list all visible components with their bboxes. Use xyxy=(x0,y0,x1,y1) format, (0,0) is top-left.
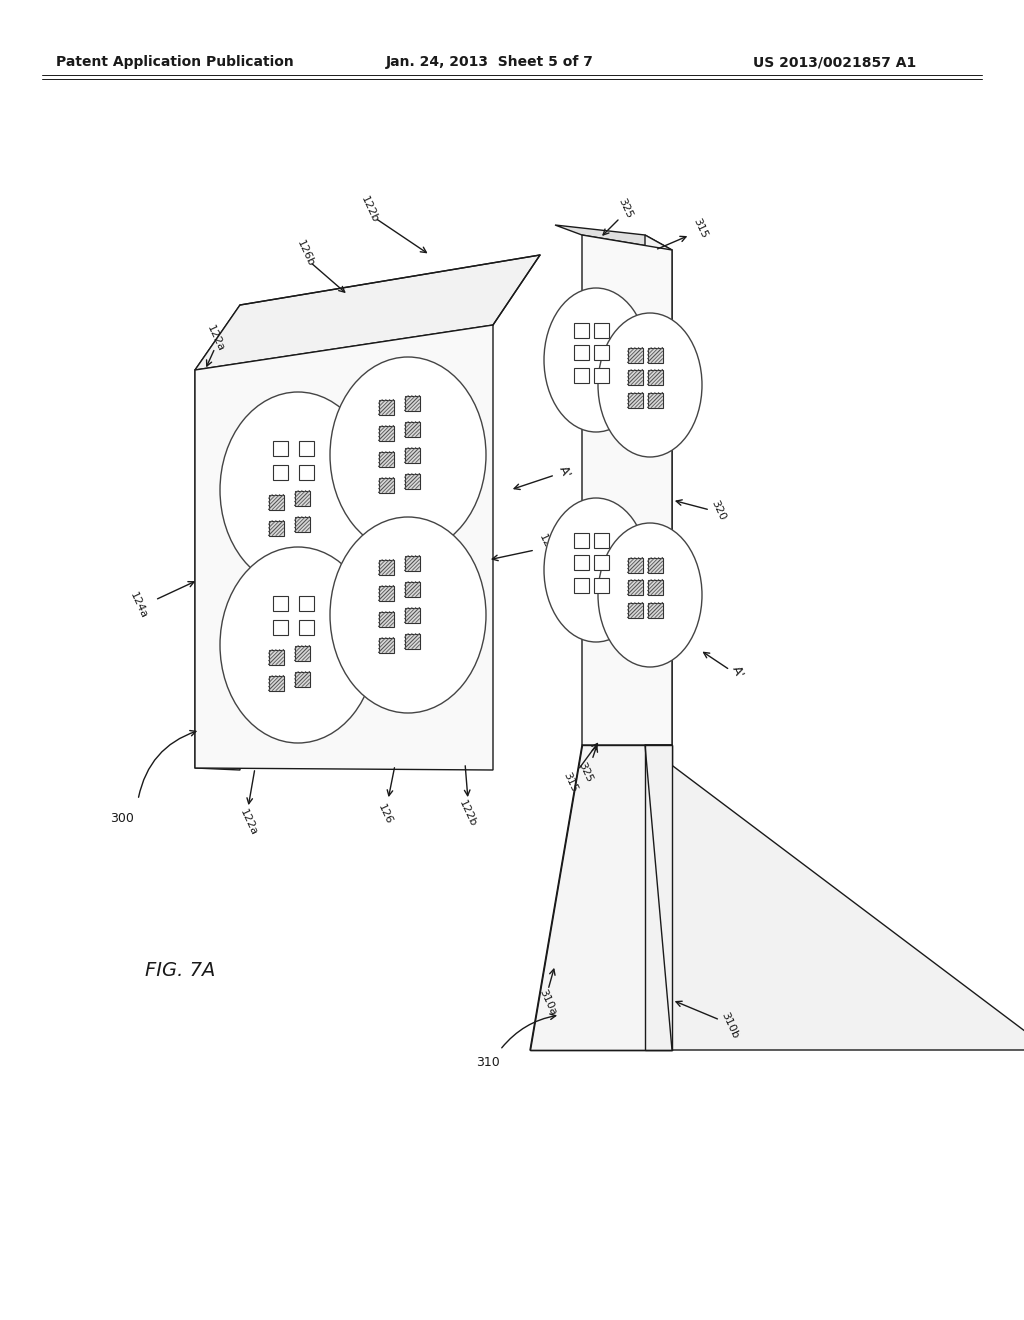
Bar xyxy=(272,441,288,455)
Bar xyxy=(647,557,663,573)
Text: 300: 300 xyxy=(110,812,134,825)
Bar xyxy=(647,347,663,363)
Text: A': A' xyxy=(557,463,573,480)
Text: 310: 310 xyxy=(476,1056,500,1068)
Bar xyxy=(628,557,642,573)
Polygon shape xyxy=(195,325,493,770)
Bar xyxy=(299,619,313,635)
Ellipse shape xyxy=(544,288,648,432)
Bar xyxy=(299,441,313,455)
Bar xyxy=(594,322,608,338)
Text: 122b: 122b xyxy=(359,195,381,224)
Text: A': A' xyxy=(729,664,746,680)
Ellipse shape xyxy=(598,313,702,457)
Bar xyxy=(647,370,663,384)
Bar xyxy=(404,582,420,597)
Bar xyxy=(295,491,309,506)
Bar xyxy=(295,516,309,532)
Bar xyxy=(272,465,288,479)
Bar xyxy=(295,672,309,686)
Polygon shape xyxy=(645,744,672,1049)
Text: 315: 315 xyxy=(561,771,579,793)
Ellipse shape xyxy=(330,517,486,713)
Text: 122a: 122a xyxy=(238,807,258,837)
Bar xyxy=(647,579,663,594)
Text: 320: 320 xyxy=(709,499,727,521)
Bar xyxy=(379,451,393,466)
Bar xyxy=(573,367,589,383)
Bar xyxy=(404,556,420,570)
Ellipse shape xyxy=(330,356,486,553)
Text: 126: 126 xyxy=(376,803,394,826)
Text: 124a: 124a xyxy=(128,590,148,620)
Text: 122a: 122a xyxy=(205,323,225,352)
Text: 126b: 126b xyxy=(295,238,315,268)
Bar xyxy=(299,595,313,610)
Bar xyxy=(404,396,420,411)
Text: 325: 325 xyxy=(616,197,634,219)
Ellipse shape xyxy=(544,498,648,642)
Bar xyxy=(404,421,420,437)
Bar xyxy=(573,322,589,338)
Text: Jan. 24, 2013  Sheet 5 of 7: Jan. 24, 2013 Sheet 5 of 7 xyxy=(386,55,594,69)
Bar xyxy=(594,367,608,383)
Polygon shape xyxy=(195,305,240,770)
Bar xyxy=(379,560,393,574)
Polygon shape xyxy=(645,744,1024,1049)
Text: 310a: 310a xyxy=(538,987,558,1016)
Bar xyxy=(594,345,608,359)
Polygon shape xyxy=(555,224,672,249)
Text: 310b: 310b xyxy=(720,1010,740,1040)
Text: Patent Application Publication: Patent Application Publication xyxy=(56,55,294,69)
Bar xyxy=(573,532,589,548)
Bar xyxy=(594,532,608,548)
Bar xyxy=(573,345,589,359)
Polygon shape xyxy=(582,235,672,744)
Bar xyxy=(628,579,642,594)
Bar xyxy=(404,634,420,648)
Bar xyxy=(594,578,608,593)
Bar xyxy=(628,602,642,618)
Bar xyxy=(379,586,393,601)
Bar xyxy=(628,370,642,384)
Bar xyxy=(299,465,313,479)
Bar xyxy=(628,347,642,363)
Bar xyxy=(272,595,288,610)
Text: FIG. 7A: FIG. 7A xyxy=(145,961,215,979)
Text: US 2013/0021857 A1: US 2013/0021857 A1 xyxy=(754,55,916,69)
Bar xyxy=(268,649,284,664)
Bar xyxy=(268,676,284,690)
Bar xyxy=(628,392,642,408)
Polygon shape xyxy=(530,744,672,1049)
Bar xyxy=(404,447,420,462)
Polygon shape xyxy=(195,255,540,370)
Bar xyxy=(379,611,393,627)
Ellipse shape xyxy=(598,523,702,667)
Bar xyxy=(573,578,589,593)
Bar xyxy=(272,619,288,635)
Polygon shape xyxy=(645,235,672,744)
Bar xyxy=(379,400,393,414)
Text: 124b: 124b xyxy=(538,533,558,562)
Bar xyxy=(573,554,589,569)
Bar xyxy=(268,495,284,510)
Bar xyxy=(404,607,420,623)
Bar xyxy=(594,554,608,569)
Bar xyxy=(647,602,663,618)
Bar xyxy=(379,478,393,492)
Ellipse shape xyxy=(220,546,376,743)
Bar xyxy=(295,645,309,660)
Ellipse shape xyxy=(220,392,376,587)
Bar xyxy=(268,520,284,536)
Bar xyxy=(647,392,663,408)
Bar xyxy=(379,425,393,441)
Text: 122b: 122b xyxy=(458,799,478,829)
Text: 315: 315 xyxy=(691,216,709,240)
Text: 325: 325 xyxy=(577,760,594,784)
Bar xyxy=(404,474,420,488)
Bar xyxy=(379,638,393,652)
